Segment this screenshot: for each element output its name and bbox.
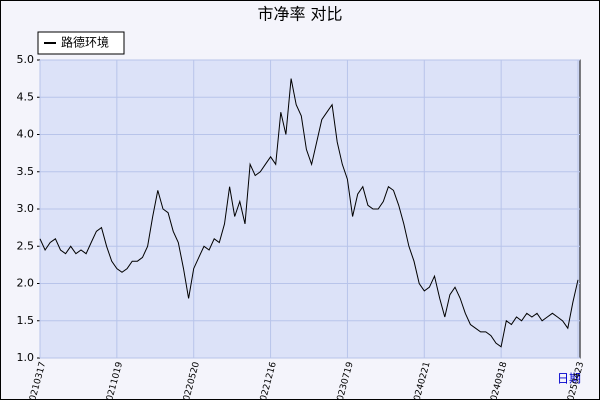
x-axis-label: 日期 (557, 372, 581, 386)
y-tick-label: 4.0 (17, 128, 35, 141)
line-series (39, 78, 579, 348)
y-tick-label: 3.0 (17, 202, 35, 215)
chart-title: 市净率 对比 (257, 5, 342, 24)
legend: 路德环境 (37, 31, 125, 55)
y-tick-label: 4.5 (17, 90, 35, 103)
y-tick-label: 2.0 (17, 277, 35, 290)
y-tick-label: 1.5 (17, 314, 35, 327)
legend-label: 路德环境 (61, 35, 109, 50)
y-tick-label: 5.0 (17, 53, 35, 66)
y-tick-label: 2.5 (17, 239, 35, 252)
y-tick-label: 3.5 (17, 165, 35, 178)
legend-box (37, 31, 125, 55)
y-tick-label: 1.0 (17, 351, 35, 364)
